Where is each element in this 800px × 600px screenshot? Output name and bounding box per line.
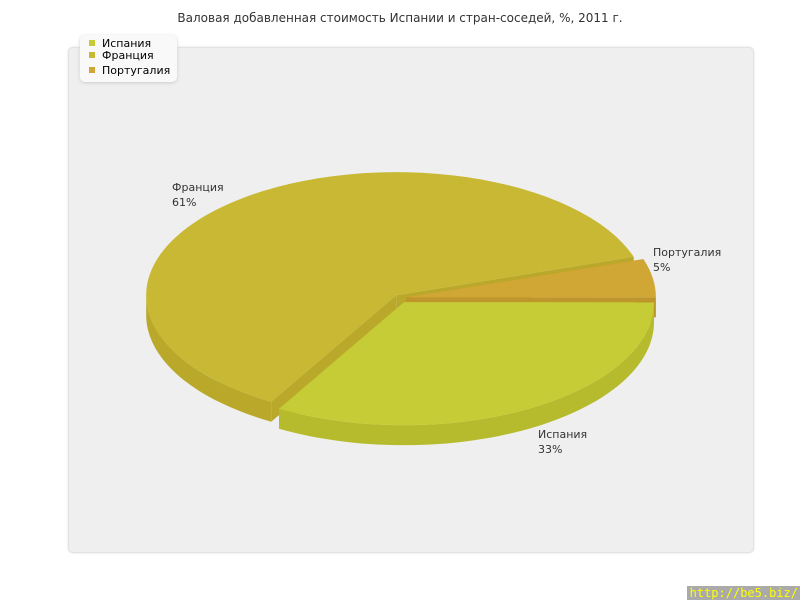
legend-label: Португалия	[102, 64, 171, 77]
legend-item-portugal[interactable]: Португалия	[89, 64, 170, 77]
slice-side[interactable]	[146, 295, 272, 422]
legend-item-spain[interactable]: Испания	[89, 37, 151, 50]
data-label-spain: Испания 33%	[538, 428, 588, 456]
data-label-portugal: Португалия 5%	[653, 246, 722, 274]
legend: Испания Франция Португалия	[80, 35, 177, 82]
source-link[interactable]: http://be5.biz/	[686, 586, 800, 600]
legend-swatch	[89, 67, 95, 73]
legend-label: Испания	[102, 37, 152, 50]
legend-swatch	[89, 40, 95, 46]
data-label-france: Франция 61%	[172, 181, 224, 209]
pie-slice-0[interactable]	[279, 302, 654, 426]
pie-slice-2[interactable]	[405, 259, 656, 298]
chart-title: Валовая добавленная стоимость Испании и …	[177, 11, 623, 25]
legend-label: Франция	[102, 49, 154, 62]
legend-swatch	[89, 52, 95, 58]
slice-side[interactable]	[279, 302, 654, 446]
legend-item-france[interactable]: Франция	[89, 49, 154, 62]
pie-slice-1[interactable]	[146, 172, 634, 402]
